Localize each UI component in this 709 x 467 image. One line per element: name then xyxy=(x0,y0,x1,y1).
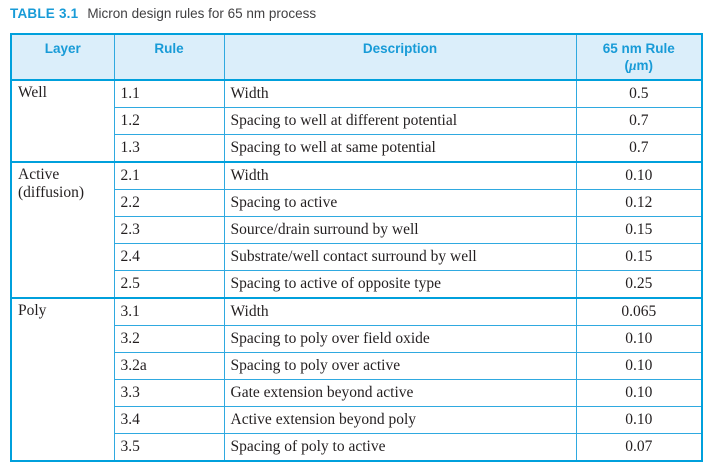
value-cell: 0.10 xyxy=(575,161,703,190)
desc-cell: Width xyxy=(223,297,577,326)
value-cell: 0.10 xyxy=(575,406,703,434)
rule-cell: 3.2 xyxy=(113,325,225,353)
header-row: Layer Rule Description 65 nm Rule (μm) xyxy=(10,33,703,81)
rule-cell: 2.5 xyxy=(113,270,225,299)
value-cell: 0.065 xyxy=(575,297,703,326)
desc-cell: Spacing to active xyxy=(223,189,577,217)
table-number-label: TABLE 3.1 xyxy=(10,6,79,21)
table-body: Well 1.1 Width 0.5 1.2 Spacing to well at dif… xyxy=(10,79,703,462)
rule-cell: 2.4 xyxy=(113,243,225,271)
value-cell: 0.15 xyxy=(575,216,703,244)
table-row: 2.2 Spacing to active 0.12 xyxy=(11,189,703,217)
rule-cell: 2.1 xyxy=(113,161,225,190)
desc-cell: Spacing to well at same potential xyxy=(223,134,577,163)
table-row: 3.5 Spacing of poly to active 0.07 xyxy=(11,433,703,462)
table-row: 1.3 Spacing to well at same potential 0.7 xyxy=(11,134,703,163)
header-65nm-rule: 65 nm Rule (μm) xyxy=(575,33,703,81)
mu-symbol: μ xyxy=(628,57,637,73)
desc-cell: Spacing to poly over active xyxy=(223,352,577,380)
table-row: Active (diffusion) 2.1 Width 0.10 xyxy=(10,161,703,299)
table-caption: Micron design rules for 65 nm process xyxy=(87,6,317,21)
desc-cell: Source/drain surround by well xyxy=(223,216,577,244)
value-cell: 0.5 xyxy=(575,79,703,108)
desc-cell: Spacing to active of opposite type xyxy=(223,270,577,299)
layer-cell: Poly xyxy=(10,297,115,462)
desc-cell: Substrate/well contact surround by well xyxy=(223,243,577,271)
value-cell: 0.12 xyxy=(575,189,703,217)
value-cell: 0.15 xyxy=(575,243,703,271)
rule-cell: 2.2 xyxy=(113,189,225,217)
rule-cell: 1.3 xyxy=(113,134,225,163)
value-cell: 0.07 xyxy=(575,433,703,462)
layer-cell: Active (diffusion) xyxy=(10,161,115,299)
rule-cell: 3.5 xyxy=(113,433,225,462)
header-rule: Rule xyxy=(113,33,225,81)
header-unit: (μm) xyxy=(624,57,653,73)
table-row: 1.2 Spacing to well at different potentia… xyxy=(11,107,703,135)
table-row: 2.5 Spacing to active of opposite type 0.2… xyxy=(11,270,703,299)
table-row: 3.2 Spacing to poly over field oxide 0.10 xyxy=(11,325,703,353)
rule-cell: 1.2 xyxy=(113,107,225,135)
rule-cell: 3.3 xyxy=(113,379,225,407)
rule-cell: 3.2a xyxy=(113,352,225,380)
header-65nm-rule-line1: 65 nm Rule xyxy=(602,41,675,56)
table-row: 3.2a Spacing to poly over active 0.10 xyxy=(11,352,703,380)
desc-cell: Spacing to well at different potential xyxy=(223,107,577,135)
value-cell: 0.7 xyxy=(575,134,703,163)
value-cell: 0.10 xyxy=(575,352,703,380)
header-description: Description xyxy=(223,33,577,81)
rule-cell: 3.1 xyxy=(113,297,225,326)
rule-cell: 1.1 xyxy=(113,79,225,108)
design-rules-table: Layer Rule Description 65 nm Rule (μm) W… xyxy=(10,33,703,462)
table-row: 2.4 Substrate/well contact surround by we… xyxy=(11,243,703,271)
value-cell: 0.10 xyxy=(575,325,703,353)
table-row: 2.3 Source/drain surround by well 0.15 xyxy=(11,216,703,244)
desc-cell: Width xyxy=(223,79,577,108)
table-row: 3.3 Gate extension beyond active 0.10 xyxy=(11,379,703,407)
table-header: Layer Rule Description 65 nm Rule (μm) xyxy=(10,33,703,81)
desc-cell: Width xyxy=(223,161,577,190)
value-cell: 0.10 xyxy=(575,379,703,407)
value-cell: 0.7 xyxy=(575,107,703,135)
table-row: Poly 3.1 Width 0.065 xyxy=(10,297,703,462)
desc-cell: Spacing of poly to active xyxy=(223,433,577,462)
rule-cell: 3.4 xyxy=(113,406,225,434)
table-title: TABLE 3.1 Micron design rules for 65 nm … xyxy=(10,6,316,21)
desc-cell: Gate extension beyond active xyxy=(223,379,577,407)
layer-cell: Well xyxy=(10,79,115,163)
table-row: 3.4 Active extension beyond poly 0.10 xyxy=(11,406,703,434)
desc-cell: Active extension beyond poly xyxy=(223,406,577,434)
header-layer: Layer xyxy=(10,33,115,81)
table-row: Well 1.1 Width 0.5 xyxy=(10,79,703,163)
value-cell: 0.25 xyxy=(575,270,703,299)
rule-cell: 2.3 xyxy=(113,216,225,244)
desc-cell: Spacing to poly over field oxide xyxy=(223,325,577,353)
